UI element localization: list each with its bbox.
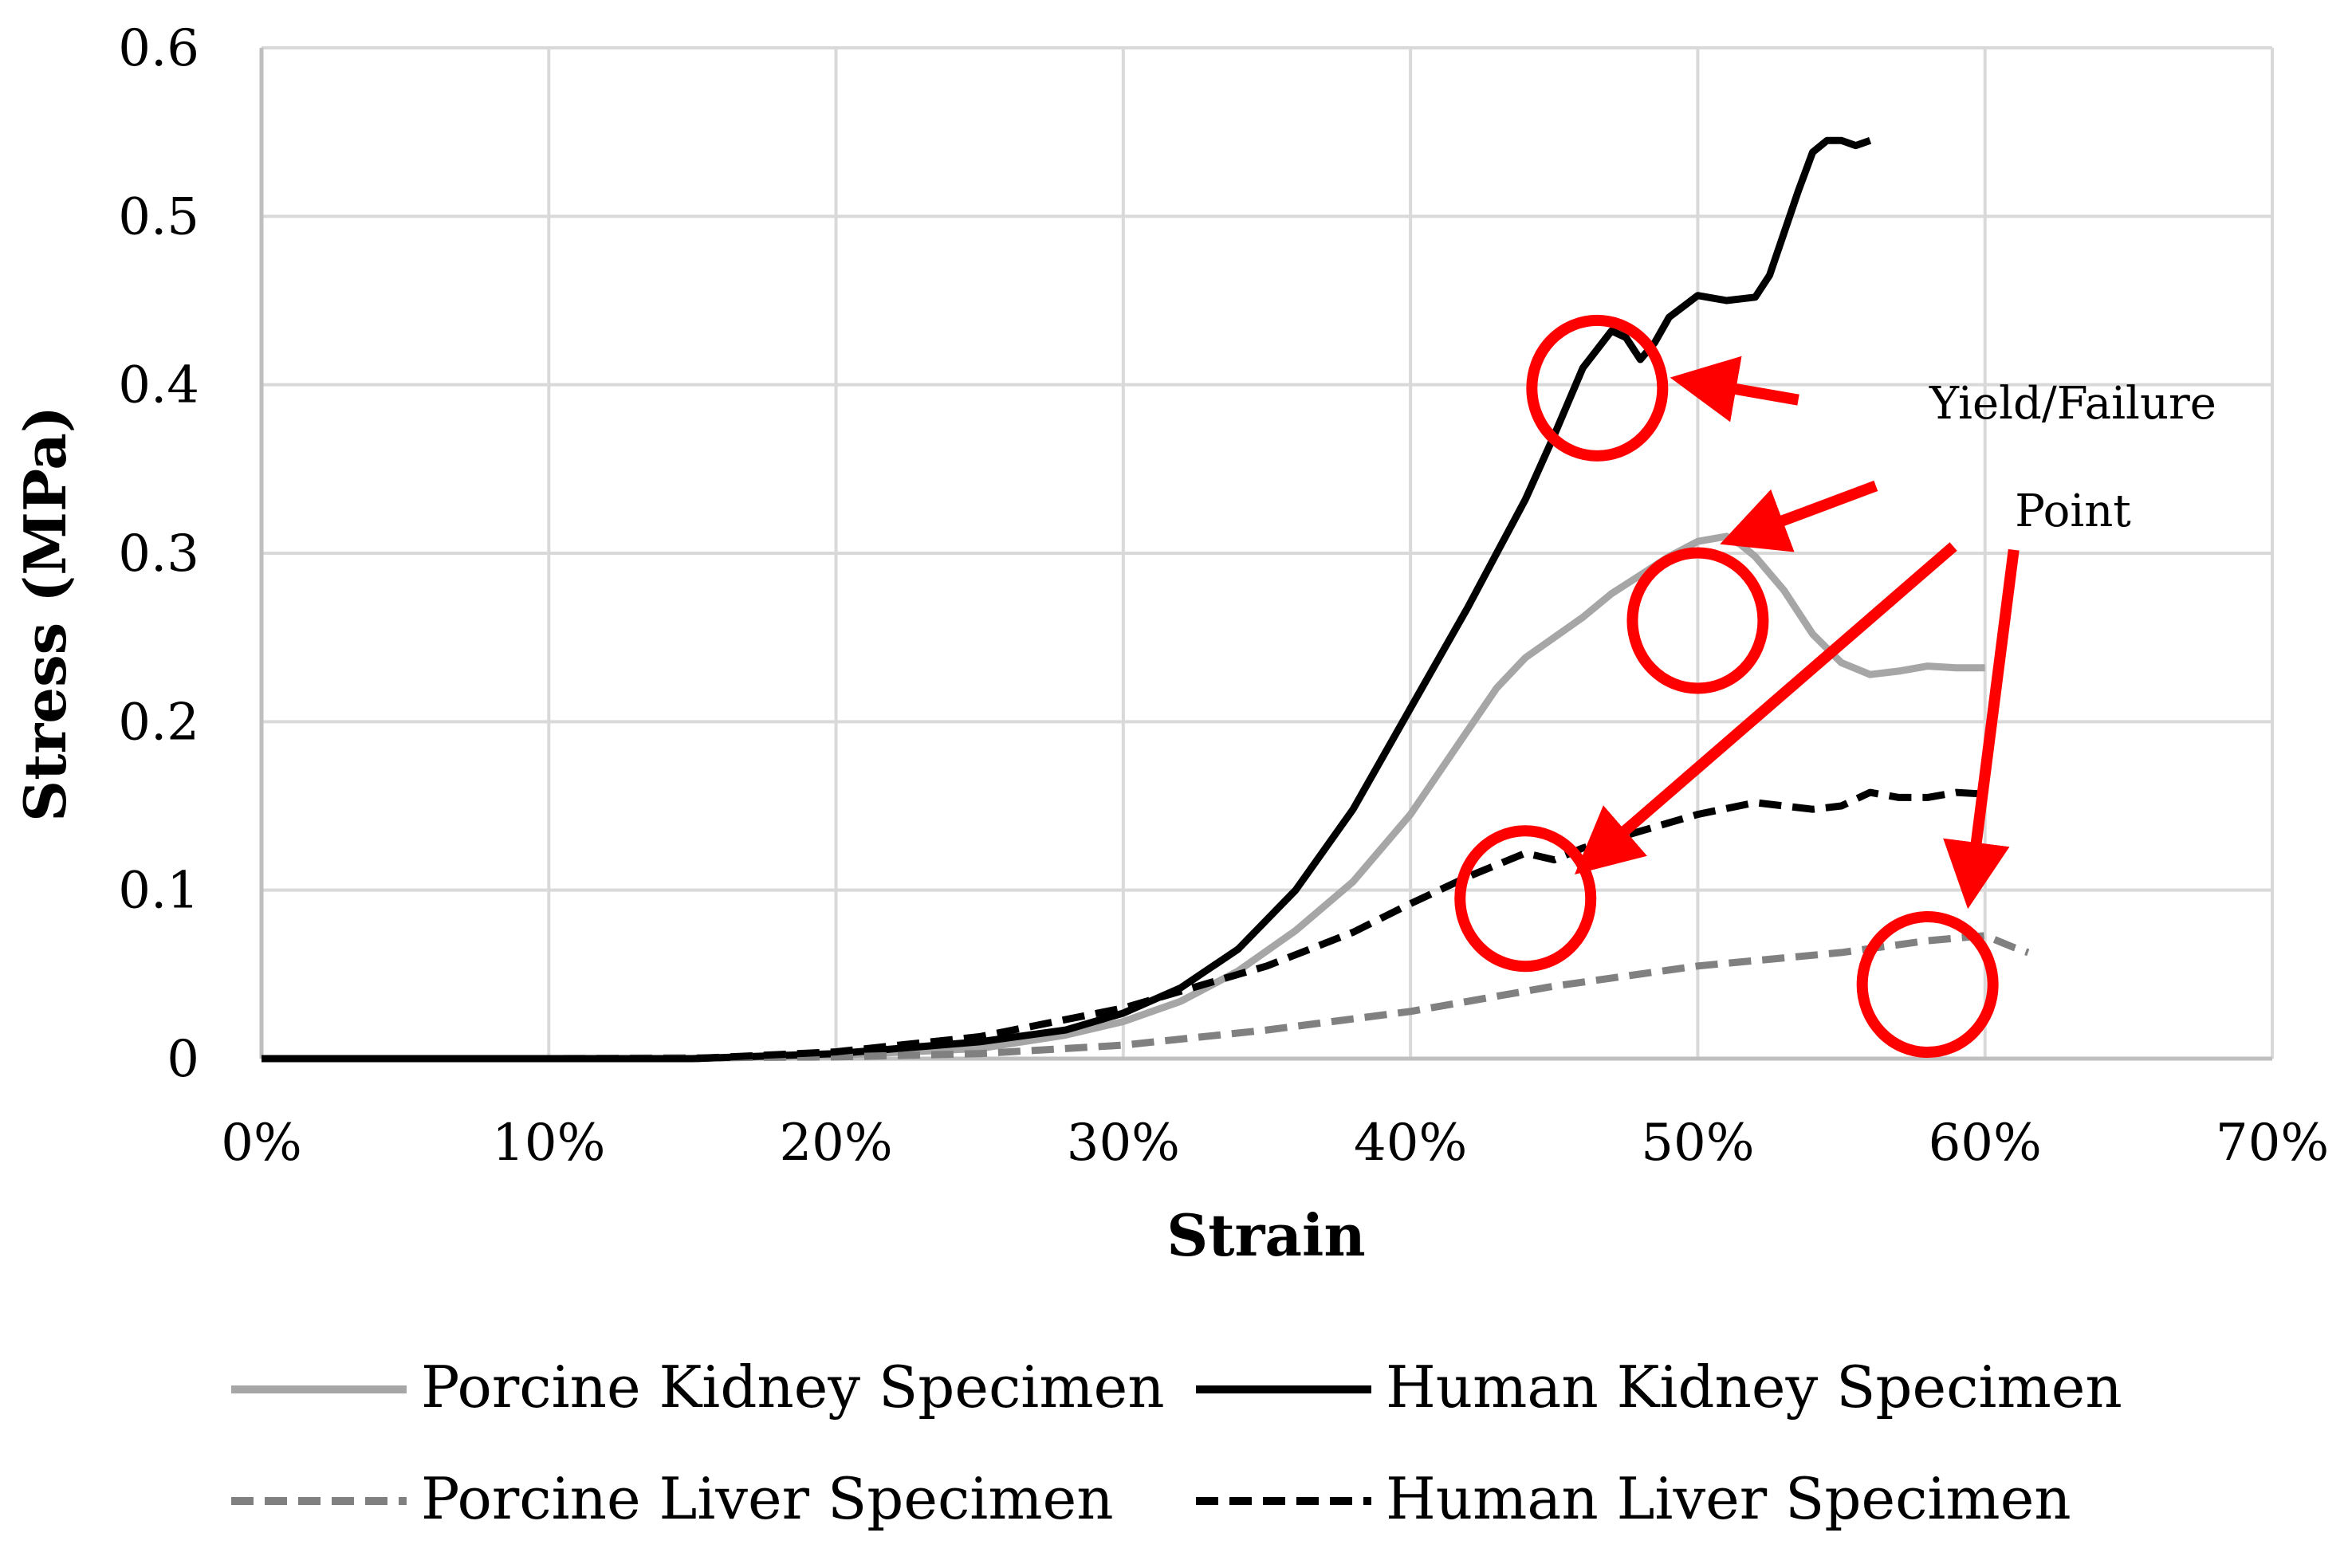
grid xyxy=(260,46,2274,1060)
yield-point-circle xyxy=(1856,911,1999,1059)
annotation-point: Point xyxy=(2015,485,2131,537)
y-tick-label: 0.6 xyxy=(118,19,199,78)
yield-point-circle xyxy=(1626,547,1769,694)
tick-labels: 0% 10% 20% 30% 40% 50% 60% 70% 0 0.1 0.2 0.3 0.4 0.5 0… xyxy=(118,19,2329,1173)
legend-label-2: Porcine Liver Specimen xyxy=(421,1465,1114,1532)
y-tick-label: 0.5 xyxy=(118,187,199,246)
annotation-arrow xyxy=(1943,548,2020,910)
x-tick-label: 20% xyxy=(779,1114,892,1173)
y-tick-label: 0.1 xyxy=(118,862,199,921)
x-tick-label: 40% xyxy=(1354,1114,1467,1173)
legend: Porcine Kidney Specimen Human Kidney Spec… xyxy=(231,1354,2122,1532)
x-axis-title: Strain xyxy=(1166,1201,1366,1269)
y-tick-label: 0.2 xyxy=(118,693,199,752)
x-tick-label: 0% xyxy=(221,1114,302,1173)
y-tick-label: 0.3 xyxy=(118,525,199,584)
annotations xyxy=(1454,314,2020,1059)
legend-label-1: Human Kidney Specimen xyxy=(1386,1354,2122,1421)
annotation-yield-failure: Yield/Failure xyxy=(1929,378,2216,430)
yield-point-circle xyxy=(1526,314,1669,462)
annotation-arrow xyxy=(1574,542,1957,874)
series-line-0 xyxy=(262,532,1985,1063)
x-tick-label: 30% xyxy=(1067,1114,1180,1173)
y-axis-title: Stress (MPa) xyxy=(11,406,79,822)
y-tick-label: 0.4 xyxy=(118,356,199,415)
series-line-2 xyxy=(262,932,2030,1063)
x-tick-label: 60% xyxy=(1929,1114,2042,1173)
series-line-3 xyxy=(262,788,1985,1063)
y-tick-label: 0 xyxy=(167,1030,199,1089)
legend-label-0: Porcine Kidney Specimen xyxy=(421,1354,1165,1421)
annotation-arrow xyxy=(1670,356,1799,422)
yield-point-circle xyxy=(1454,825,1597,973)
x-tick-label: 70% xyxy=(2216,1114,2329,1173)
annotation-arrow xyxy=(1720,480,1878,552)
x-tick-label: 10% xyxy=(492,1114,605,1173)
legend-label-3: Human Liver Specimen xyxy=(1386,1465,2071,1532)
x-tick-label: 50% xyxy=(1641,1114,1754,1173)
series-line-1 xyxy=(262,136,1872,1063)
